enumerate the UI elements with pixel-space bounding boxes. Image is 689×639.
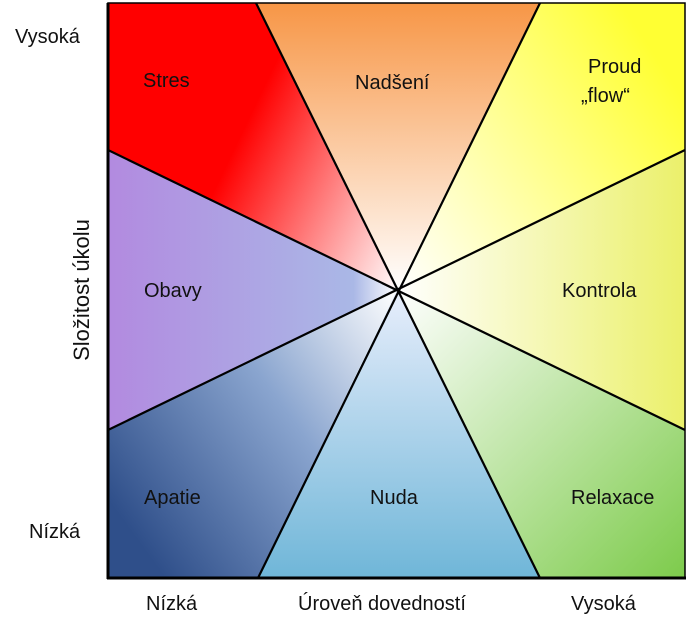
y-axis-low-label: Nízká (29, 521, 81, 543)
region-label-flow: „flow“ (581, 85, 630, 107)
divider-line-4 (107, 149, 686, 431)
region-label-relaxace: Relaxace (571, 487, 655, 509)
region-kontrola (397, 150, 685, 430)
y-axis-title: Složitost úkolu (69, 219, 94, 361)
region-nadseni (256, 3, 540, 290)
x-axis-low-label: Nízká (146, 593, 198, 615)
region-nuda (258, 290, 540, 578)
region-label-nuda: Nuda (370, 487, 418, 509)
region-label-stres: Stres (143, 70, 190, 92)
region-obavy (108, 150, 397, 430)
region-label-obavy: Obavy (144, 280, 202, 302)
region-apatie (108, 290, 397, 578)
x-axis-high-label: Vysoká (571, 593, 636, 615)
region-label-nadseni: Nadšení (355, 72, 430, 94)
region-stres (108, 3, 397, 290)
x-axis-title: Úroveň dovedností (298, 593, 466, 615)
divider-lines (107, 2, 686, 579)
region-label-apatie: Apatie (144, 487, 201, 509)
y-axis-high-label: Vysoká (15, 26, 80, 48)
region-label-proud: Proud (588, 56, 642, 78)
region-proud (397, 3, 685, 290)
region-label-kontrola: Kontrola (562, 280, 637, 302)
region-relaxace (397, 290, 685, 578)
